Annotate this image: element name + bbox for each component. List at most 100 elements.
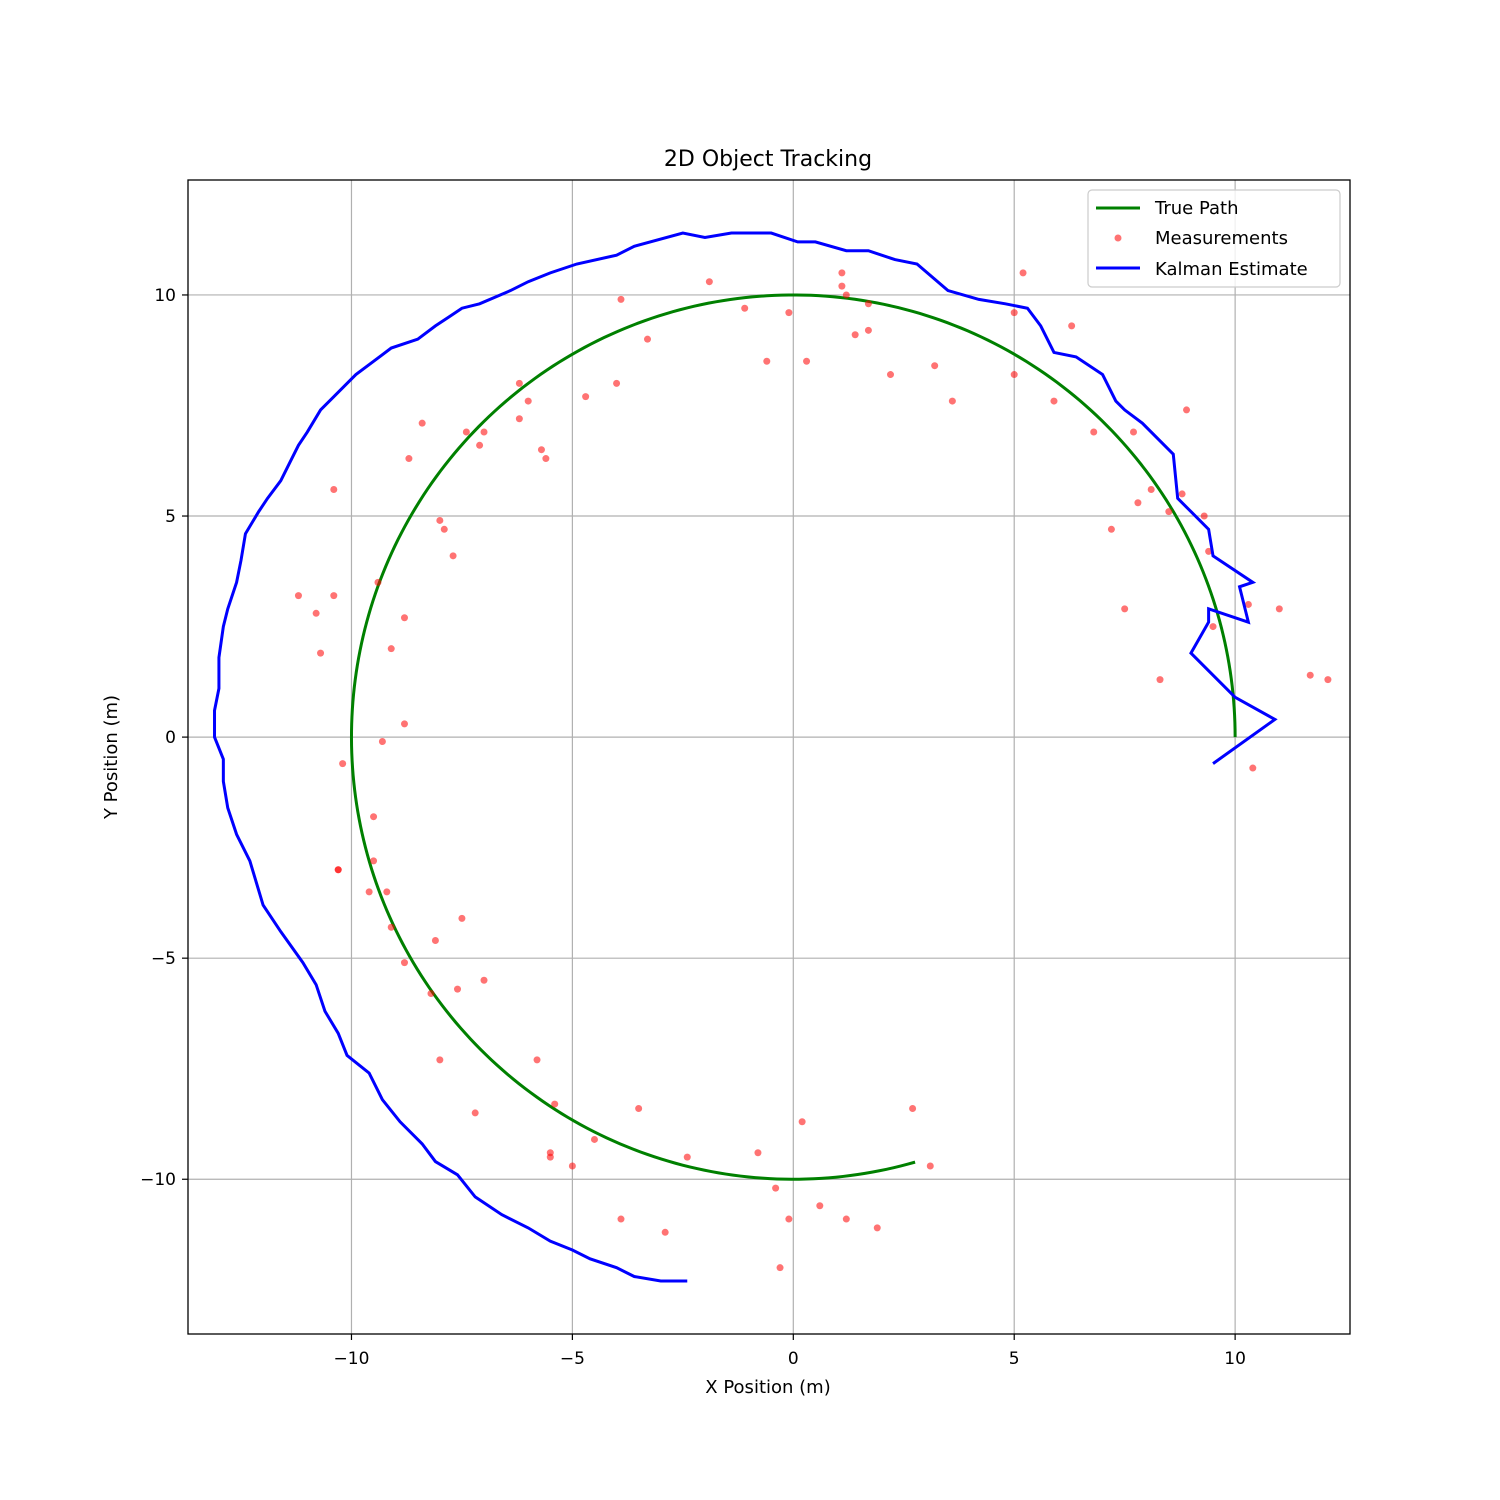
measurement-point — [568, 1162, 576, 1170]
y-tick-label: 10 — [154, 286, 176, 306]
measurement-point — [1306, 671, 1314, 679]
measurement-point — [515, 379, 523, 387]
measurement-point — [864, 326, 872, 334]
x-axis-label: X Position (m) — [705, 1377, 830, 1398]
legend-measurements-swatch — [1114, 234, 1122, 242]
y-tick-label: 5 — [165, 507, 176, 527]
measurement-point — [838, 269, 846, 277]
measurement-point — [1209, 623, 1217, 631]
measurement-point — [803, 357, 811, 365]
measurement-point — [383, 888, 391, 896]
measurement-point — [317, 649, 325, 657]
measurement-point — [798, 1118, 806, 1126]
measurement-point — [551, 1100, 559, 1108]
measurement-point — [524, 397, 532, 405]
measurement-point — [546, 1153, 554, 1161]
true-path-line — [349, 293, 1237, 1181]
measurement-point — [741, 304, 749, 312]
measurement-point — [471, 1109, 479, 1117]
measurement-point — [1275, 605, 1283, 613]
measurement-point — [1249, 764, 1257, 772]
measurement-point — [683, 1153, 691, 1161]
measurement-point — [339, 760, 347, 768]
chart-title: 2D Object Tracking — [664, 147, 872, 172]
legend: True Path Measurements Kalman Estimate — [1087, 189, 1341, 288]
legend-box — [1087, 189, 1341, 288]
measurement-point — [772, 1184, 780, 1192]
y-tick-label: −10 — [140, 1170, 176, 1190]
measurement-point — [926, 1162, 934, 1170]
measurement-points — [294, 269, 1332, 1272]
measurement-point — [1183, 406, 1191, 414]
measurement-point — [617, 295, 625, 303]
y-tick-label: −5 — [151, 949, 176, 969]
measurement-point — [851, 331, 859, 339]
measurement-point — [1068, 322, 1076, 330]
measurement-point — [1156, 676, 1164, 684]
x-tick-label: 10 — [1224, 1349, 1246, 1369]
measurement-point — [705, 278, 713, 286]
legend-measurements-label: Measurements — [1155, 228, 1288, 249]
measurement-point — [1134, 499, 1142, 507]
measurement-point — [387, 645, 395, 653]
measurement-point — [515, 415, 523, 423]
measurement-point — [842, 291, 850, 299]
measurement-point — [785, 1215, 793, 1223]
measurement-point — [462, 428, 470, 436]
measurement-point — [480, 976, 488, 984]
measurement-point — [909, 1105, 917, 1113]
measurement-point — [542, 455, 550, 463]
measurement-point — [427, 990, 435, 998]
measurement-point — [1200, 512, 1208, 520]
measurement-point — [330, 592, 338, 600]
measurement-point — [887, 371, 894, 379]
measurement-point — [370, 857, 378, 865]
measurement-point — [590, 1135, 598, 1143]
measurement-point — [431, 936, 439, 944]
measurement-point — [537, 446, 545, 454]
y-axis-label: Y Position (m) — [101, 695, 122, 820]
measurement-point — [400, 959, 408, 967]
measurement-point — [1121, 605, 1129, 613]
measurement-point — [1244, 600, 1252, 608]
measurement-point — [1010, 309, 1018, 317]
measurement-point — [387, 923, 395, 931]
measurement-point — [617, 1215, 625, 1223]
measurement-point — [405, 455, 413, 463]
measurement-point — [635, 1105, 643, 1113]
measurement-point — [776, 1264, 784, 1272]
x-tick-label: −10 — [334, 1349, 370, 1369]
x-tick-label: −5 — [560, 1349, 585, 1369]
measurement-point — [449, 552, 457, 560]
x-tick-label: 5 — [1009, 1349, 1020, 1369]
measurement-point — [661, 1228, 669, 1236]
measurement-point — [454, 985, 462, 993]
measurement-point — [873, 1224, 881, 1232]
kalman-estimate-line — [213, 231, 1278, 1283]
measurement-point — [785, 309, 793, 317]
measurement-point — [458, 914, 466, 922]
measurement-point — [365, 888, 373, 896]
measurement-point — [1107, 525, 1115, 533]
measurement-point — [400, 614, 408, 622]
y-tick-label: 0 — [165, 728, 176, 748]
measurement-point — [838, 282, 846, 290]
measurement-point — [334, 866, 342, 874]
measurement-point — [1205, 547, 1213, 555]
measurement-point — [1019, 269, 1027, 277]
measurement-point — [613, 379, 621, 387]
measurement-point — [1090, 428, 1098, 436]
measurement-point — [378, 738, 386, 746]
measurement-point — [1147, 486, 1155, 493]
measurement-point — [816, 1202, 824, 1210]
measurement-point — [1178, 490, 1186, 498]
x-tick-label: 0 — [788, 1349, 799, 1369]
measurement-point — [1165, 508, 1173, 516]
measurement-point — [754, 1149, 762, 1157]
measurement-point — [294, 592, 302, 600]
plot-frame — [187, 179, 1351, 1335]
measurement-point — [436, 1056, 444, 1064]
measurement-point — [370, 813, 378, 821]
measurement-point — [533, 1056, 541, 1064]
measurement-point — [864, 300, 872, 308]
